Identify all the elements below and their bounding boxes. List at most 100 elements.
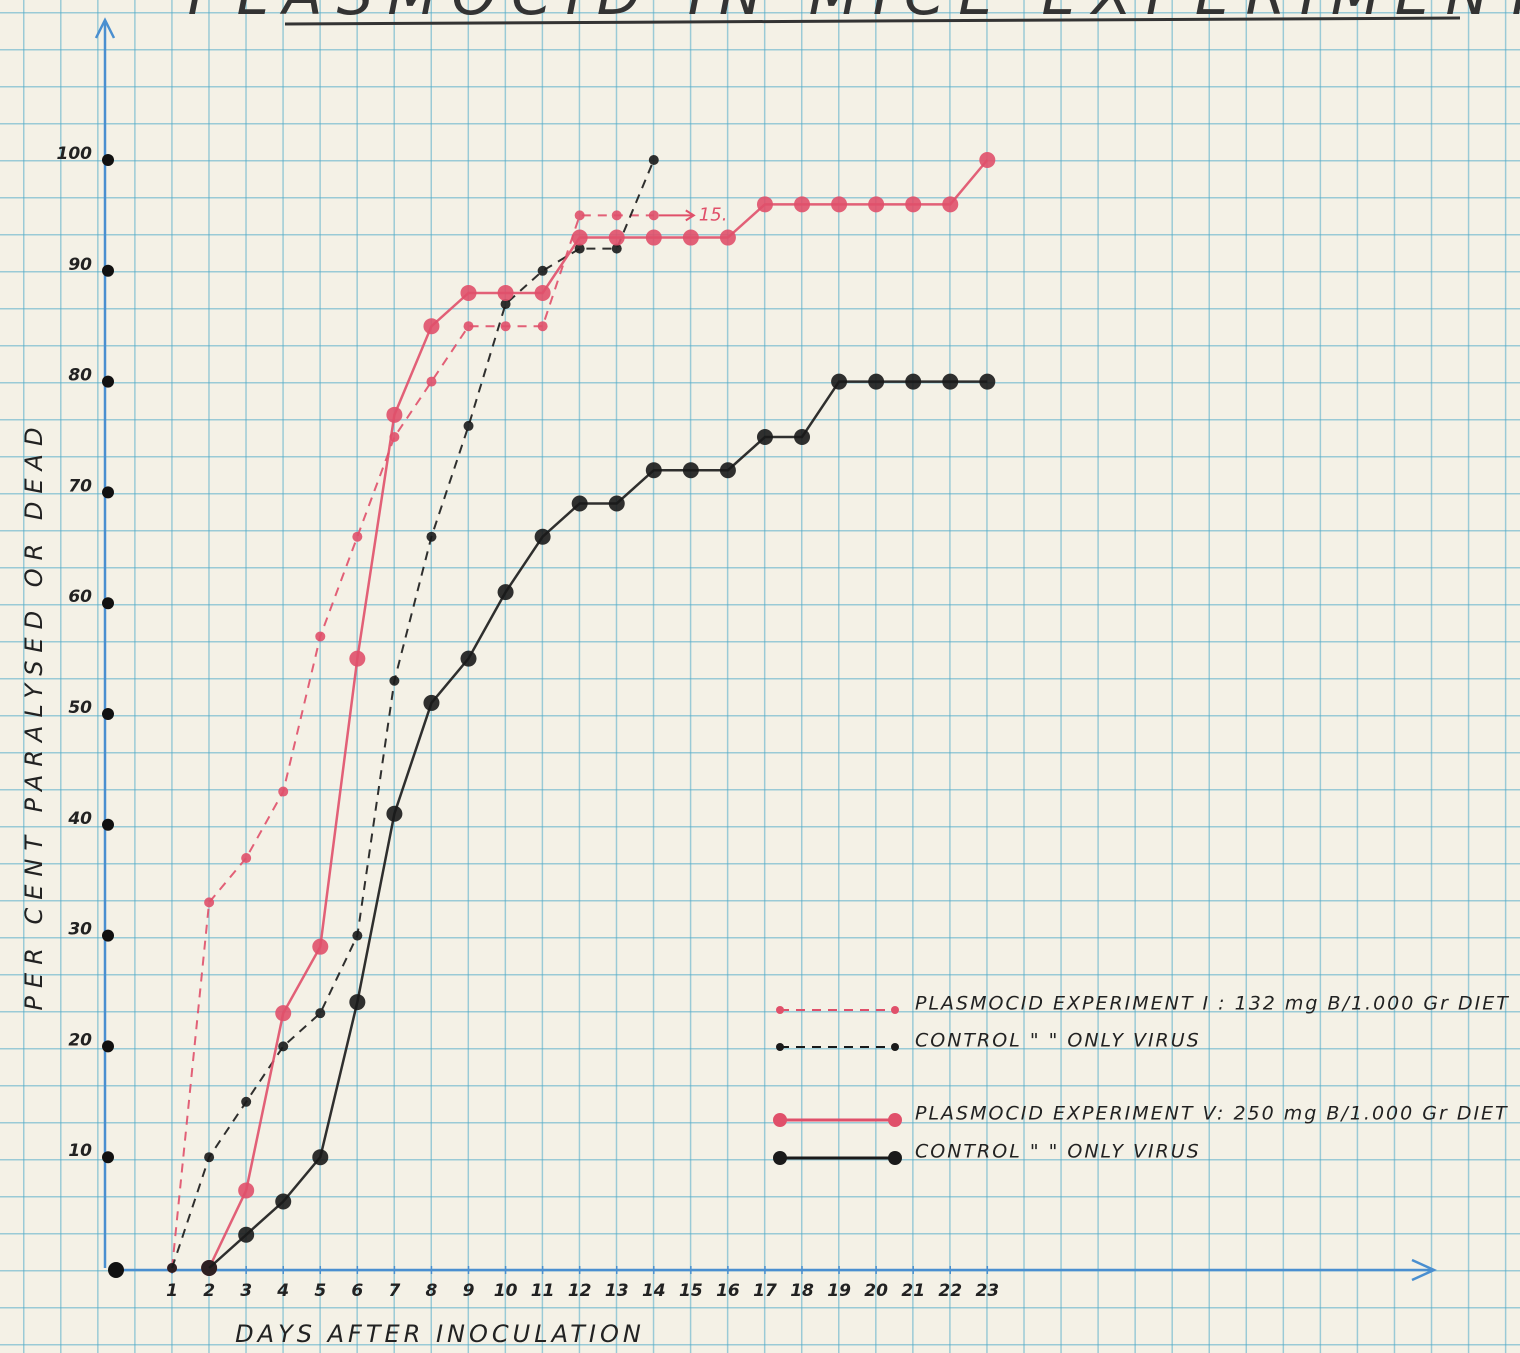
- x-tick-label: 19: [827, 1281, 851, 1301]
- data-point: [609, 495, 625, 511]
- data-point: [349, 994, 365, 1010]
- x-tick-label: 13: [605, 1281, 629, 1301]
- data-point: [315, 1008, 325, 1018]
- x-tick-label: 8: [426, 1281, 438, 1301]
- data-point: [757, 429, 773, 445]
- data-point: [979, 152, 995, 168]
- data-point: [831, 374, 847, 390]
- legend-marker: [773, 1113, 787, 1127]
- data-point: [386, 806, 402, 822]
- x-tick-label: 4: [276, 1281, 289, 1301]
- legend-marker: [891, 1006, 899, 1014]
- y-tick: [102, 376, 114, 388]
- data-point: [386, 407, 402, 423]
- data-point: [426, 377, 436, 387]
- data-point: [720, 230, 736, 246]
- data-point: [868, 374, 884, 390]
- data-point: [201, 1260, 217, 1276]
- data-point: [241, 853, 251, 863]
- page: {"chart_data": {"type": "line", "title":…: [0, 0, 1520, 1353]
- data-point: [426, 532, 436, 542]
- annotation-arrow: [659, 210, 694, 220]
- data-point: [794, 196, 810, 212]
- x-tick-label: 1: [166, 1281, 178, 1301]
- data-point: [238, 1227, 254, 1243]
- y-tick: [102, 597, 114, 609]
- legend-marker: [776, 1006, 784, 1014]
- y-tick-label: 60: [68, 587, 92, 607]
- data-point: [646, 230, 662, 246]
- data-point: [868, 196, 884, 212]
- y-tick-label: 100: [57, 144, 93, 164]
- data-point: [349, 651, 365, 667]
- x-tick-label: 7: [388, 1281, 400, 1301]
- data-point: [498, 584, 514, 600]
- data-point: [575, 210, 585, 220]
- y-tick-label: 80: [68, 366, 92, 386]
- x-tick-label: 16: [716, 1281, 740, 1301]
- data-point: [278, 1041, 288, 1051]
- x-tick-label: 18: [790, 1281, 814, 1301]
- data-point: [352, 532, 362, 542]
- data-point: [352, 931, 362, 941]
- legend-label: PLASMOCID EXPERIMENT I : 132 mg B/1.000 …: [915, 993, 1510, 1015]
- data-point: [278, 787, 288, 797]
- legend-label: PLASMOCID EXPERIMENT V: 250 mg B/1.000 G…: [915, 1103, 1509, 1125]
- data-point: [389, 676, 399, 686]
- x-tick-label: 3: [240, 1281, 252, 1301]
- data-point: [535, 285, 551, 301]
- data-point: [423, 318, 439, 334]
- y-tick-label: 10: [68, 1141, 92, 1161]
- x-tick-label: 10: [494, 1281, 518, 1301]
- data-point: [204, 1152, 214, 1162]
- data-point: [612, 210, 622, 220]
- data-point: [942, 374, 958, 390]
- data-point: [905, 196, 921, 212]
- data-point: [315, 631, 325, 641]
- data-point: [720, 462, 736, 478]
- data-point: [572, 230, 588, 246]
- data-point: [461, 651, 477, 667]
- y-tick-label: 90: [68, 255, 92, 275]
- x-tick-label: 9: [463, 1281, 475, 1301]
- data-point: [167, 1263, 177, 1273]
- data-point: [238, 1182, 254, 1198]
- legend-label: CONTROL " " ONLY VIRUS: [915, 1030, 1201, 1052]
- x-tick-label: 11: [531, 1281, 555, 1301]
- y-tick-label: 30: [68, 920, 92, 940]
- x-axis-label: DAYS AFTER INOCULATION: [235, 1320, 645, 1348]
- x-tick-label: 23: [975, 1281, 999, 1301]
- data-point: [241, 1097, 251, 1107]
- data-point: [312, 939, 328, 955]
- y-tick-label: 40: [67, 809, 92, 829]
- x-tick-label: 17: [753, 1281, 777, 1301]
- legend-label: CONTROL " " ONLY VIRUS: [915, 1141, 1201, 1163]
- y-tick: [102, 486, 114, 498]
- data-point: [538, 321, 548, 331]
- y-tick: [102, 1151, 114, 1163]
- series-line: [209, 382, 987, 1268]
- legend-marker: [776, 1043, 784, 1051]
- x-tick-label: 6: [351, 1281, 363, 1301]
- y-tick-label: 20: [68, 1030, 92, 1050]
- x-tick-label: 12: [568, 1281, 592, 1301]
- origin-dot: [108, 1262, 124, 1278]
- data-point: [464, 421, 474, 431]
- y-tick: [102, 819, 114, 831]
- y-axis-label: PER CENT PARALYSED OR DEAD: [20, 420, 48, 1011]
- data-point: [683, 230, 699, 246]
- series-line: [209, 160, 987, 1268]
- data-point: [609, 230, 625, 246]
- x-tick-label: 15: [679, 1281, 703, 1301]
- y-tick-label: 70: [68, 476, 92, 496]
- y-tick-label: 50: [68, 698, 92, 718]
- y-tick: [102, 708, 114, 720]
- y-tick: [102, 265, 114, 277]
- data-point: [461, 285, 477, 301]
- x-tick-label: 22: [938, 1281, 962, 1301]
- data-point: [535, 529, 551, 545]
- data-point: [275, 1005, 291, 1021]
- x-tick-label: 5: [314, 1281, 326, 1301]
- data-point: [498, 285, 514, 301]
- legend-marker: [888, 1151, 902, 1165]
